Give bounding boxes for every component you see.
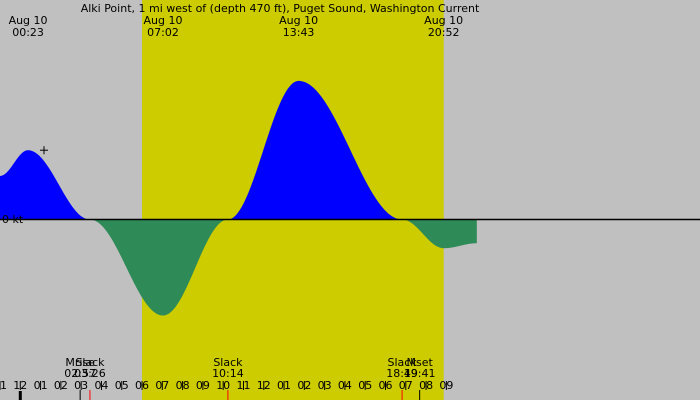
extreme-time-label: 07:02	[147, 26, 179, 39]
event-name-label: Mrise	[65, 356, 95, 369]
extreme-time-label: 20:52	[428, 26, 460, 39]
flood-current-area	[0, 80, 477, 220]
midnight-marker	[18, 391, 22, 400]
hour-tick-label: 05	[358, 379, 372, 392]
hour-tick-label: 10	[216, 379, 230, 392]
hour-tick-label: 06	[135, 379, 149, 392]
extreme-time-label: 00:23	[12, 26, 44, 39]
event-time-label: 19:41	[404, 367, 436, 380]
hour-tick-label: 06	[379, 379, 393, 392]
hour-tick-label: 01	[34, 379, 48, 392]
chart-title: Alki Point, 1 mi west of (depth 470 ft),…	[81, 2, 480, 15]
ebb-current-area	[0, 219, 477, 316]
hour-tick-label: 03	[74, 379, 88, 392]
extreme-date-label: Aug 10	[144, 14, 183, 27]
hour-tick-label: 07	[155, 379, 169, 392]
event-time-label: 18:49	[386, 367, 418, 380]
hour-tick-label: 04	[338, 379, 352, 392]
hour-tick-label: 05	[115, 379, 129, 392]
event-name-label: Slack	[213, 356, 243, 369]
event-time-label: 03:26	[74, 367, 106, 380]
hour-axis: 11 12 01 02 03 04 05 06 07 08 09 10 11 12 01 02 03 04 05 06…	[0, 379, 453, 400]
hour-tick-label: 12	[13, 379, 27, 392]
hour-tick-label: 12	[257, 379, 271, 392]
hour-tick-label: 11	[0, 379, 7, 392]
hour-tick-label: 09	[439, 379, 453, 392]
hour-tick-label: 07	[399, 379, 413, 392]
hour-tick-label: 02	[54, 379, 68, 392]
extreme-time-label: 13:43	[283, 26, 315, 39]
event-name-label: Mset	[407, 356, 434, 369]
hour-tick-label: 08	[419, 379, 433, 392]
event-time-label: 02:57	[64, 367, 96, 380]
extreme-date-label: Aug 10	[9, 14, 48, 27]
hour-tick-label: 02	[297, 379, 311, 392]
event-time-label: 10:14	[212, 367, 244, 380]
hour-tick-label: 04	[94, 379, 108, 392]
zero-knots-label: 0 kt	[2, 213, 24, 226]
hour-tick-label: 09	[196, 379, 210, 392]
event-name-label: Slack	[387, 356, 417, 369]
hour-tick-label: 11	[236, 379, 250, 392]
event-name-label: Slack	[75, 356, 105, 369]
hour-tick-label: 03	[318, 379, 332, 392]
extreme-date-label: Aug 10	[279, 14, 318, 27]
extreme-date-label: Aug 10	[424, 14, 463, 27]
event-labels: Mrise02:57Slack03:26Slack10:14Slack18:49…	[64, 356, 436, 400]
hour-tick-label: 08	[176, 379, 190, 392]
hour-tick-label: 01	[277, 379, 291, 392]
